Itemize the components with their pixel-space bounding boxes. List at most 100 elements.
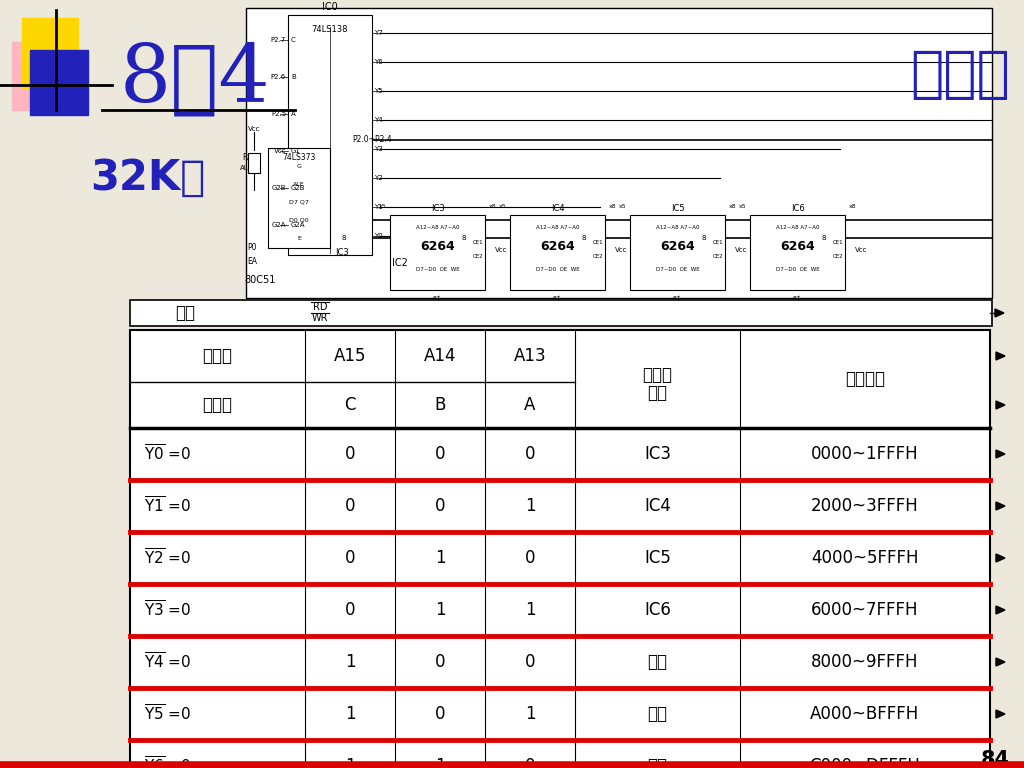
Text: IC3: IC3 — [335, 248, 349, 257]
Text: Y7: Y7 — [374, 30, 383, 36]
Text: 74LS373: 74LS373 — [283, 153, 315, 162]
Text: IC3: IC3 — [644, 445, 671, 463]
Text: A13: A13 — [514, 347, 547, 365]
Text: G2B: G2B — [271, 185, 286, 191]
Text: 待用: 待用 — [647, 757, 668, 768]
Text: A12~A8 A7~A0: A12~A8 A7~A0 — [536, 225, 580, 230]
Polygon shape — [996, 502, 1005, 510]
Bar — [130, 330, 990, 768]
Text: 地址空间: 地址空间 — [845, 370, 885, 388]
Text: 1: 1 — [345, 653, 355, 671]
Text: B: B — [434, 396, 445, 414]
Text: G2A: G2A — [291, 222, 305, 228]
Text: Vcc: Vcc — [248, 126, 260, 132]
Text: 1: 1 — [345, 757, 355, 768]
Bar — [12, 42, 62, 110]
Text: 8: 8 — [462, 235, 466, 241]
Text: 1: 1 — [434, 601, 445, 619]
Polygon shape — [996, 554, 1005, 562]
Text: CE2: CE2 — [592, 254, 603, 260]
Text: x5: x5 — [618, 204, 626, 210]
Text: CE2: CE2 — [833, 254, 843, 260]
Text: IC4: IC4 — [644, 497, 671, 515]
Polygon shape — [996, 658, 1005, 666]
Text: 84: 84 — [981, 750, 1010, 768]
Text: 8: 8 — [821, 235, 826, 241]
Text: 6264: 6264 — [780, 240, 815, 253]
Text: 0: 0 — [524, 445, 536, 463]
Text: RD: RD — [312, 302, 328, 312]
Bar — [130, 300, 992, 326]
Bar — [130, 330, 990, 768]
Text: $\overline{\mathrm{Y3}}$ =0: $\overline{\mathrm{Y3}}$ =0 — [144, 600, 191, 620]
Text: D7~D0  OE  WE: D7~D0 OE WE — [536, 267, 580, 272]
Text: G1: G1 — [291, 148, 301, 154]
Text: x5: x5 — [379, 204, 386, 210]
Text: 32K外: 32K外 — [90, 157, 206, 199]
Text: Vcc: Vcc — [855, 247, 867, 253]
Text: 8↑: 8↑ — [673, 296, 682, 300]
Text: Vcc: Vcc — [273, 148, 286, 154]
Text: 4000~5FFFH: 4000~5FFFH — [811, 549, 919, 567]
Text: Y0: Y0 — [374, 233, 383, 239]
Text: A: A — [524, 396, 536, 414]
Text: 6264: 6264 — [420, 240, 455, 253]
Text: $\overline{\mathrm{Y5}}$ =0: $\overline{\mathrm{Y5}}$ =0 — [144, 704, 191, 724]
Bar — [268, 148, 330, 248]
Text: D7~D0  OE  WE: D7~D0 OE WE — [416, 267, 460, 272]
Text: 地址線: 地址線 — [203, 347, 232, 365]
Text: Y3: Y3 — [374, 146, 383, 152]
Text: $\overline{\mathrm{Y2}}$ =0: $\overline{\mathrm{Y2}}$ =0 — [144, 548, 191, 568]
Polygon shape — [996, 450, 1005, 458]
Text: IC2: IC2 — [392, 258, 408, 268]
Bar — [390, 215, 485, 290]
Text: 0: 0 — [345, 445, 355, 463]
Text: IC3: IC3 — [431, 204, 444, 213]
Bar — [248, 153, 260, 173]
Text: A12~A8 A7~A0: A12~A8 A7~A0 — [776, 225, 819, 230]
Text: P2.0~P2.4: P2.0~P2.4 — [352, 135, 391, 144]
Text: 1: 1 — [345, 705, 355, 723]
Text: 6000~7FFFH: 6000~7FFFH — [811, 601, 919, 619]
Text: 待用: 待用 — [647, 653, 668, 671]
Text: P2.6: P2.6 — [270, 74, 286, 80]
Text: 0: 0 — [345, 497, 355, 515]
Text: 8: 8 — [701, 235, 707, 241]
Text: Vcc: Vcc — [495, 247, 508, 253]
Text: 8: 8 — [582, 235, 587, 241]
Text: 8↑: 8↑ — [433, 296, 442, 300]
Text: ALE: ALE — [240, 165, 253, 171]
Text: 0: 0 — [435, 497, 445, 515]
Polygon shape — [995, 309, 1004, 317]
Text: CE1: CE1 — [833, 240, 843, 246]
Text: E: E — [297, 236, 301, 240]
Text: CE1: CE1 — [472, 240, 483, 246]
Text: CE1: CE1 — [592, 240, 603, 246]
Text: A15: A15 — [334, 347, 367, 365]
Text: 8．4: 8．4 — [120, 41, 270, 119]
Bar — [30, 50, 88, 115]
Polygon shape — [996, 710, 1005, 718]
Text: IC4: IC4 — [551, 204, 564, 213]
Text: IC0: IC0 — [323, 2, 338, 12]
Text: 展电路: 展电路 — [910, 48, 1010, 102]
Text: EA: EA — [247, 257, 257, 266]
Text: Vcc: Vcc — [735, 247, 748, 253]
Text: $\overline{\mathrm{Y0}}$ =0: $\overline{\mathrm{Y0}}$ =0 — [144, 444, 191, 464]
Text: 0: 0 — [524, 549, 536, 567]
Text: WR: WR — [311, 313, 329, 323]
Text: 80C51: 80C51 — [245, 275, 275, 285]
Text: Y6: Y6 — [374, 59, 383, 65]
Text: CE2: CE2 — [713, 254, 723, 260]
Text: 译码器: 译码器 — [203, 396, 232, 414]
Text: C: C — [344, 396, 355, 414]
Text: CE2: CE2 — [472, 254, 483, 260]
Text: C: C — [291, 37, 296, 43]
Text: 0: 0 — [435, 705, 445, 723]
Bar — [288, 15, 372, 255]
Bar — [510, 215, 605, 290]
Text: 1: 1 — [434, 757, 445, 768]
Text: P2.5: P2.5 — [271, 111, 286, 117]
Text: A12~A8 A7~A0: A12~A8 A7~A0 — [416, 225, 459, 230]
Text: D7~D0  OE  WE: D7~D0 OE WE — [776, 267, 819, 272]
